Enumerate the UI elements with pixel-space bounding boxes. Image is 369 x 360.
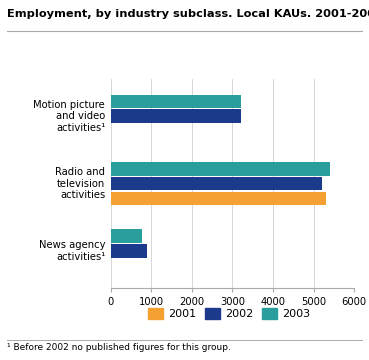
Bar [111,162,330,176]
Text: ¹ Before 2002 no published figures for this group.: ¹ Before 2002 no published figures for t… [7,343,231,352]
Bar [111,229,142,243]
Bar [111,109,241,123]
Text: Employment, by industry subclass. Local KAUs. 2001-2003: Employment, by industry subclass. Local … [7,9,369,19]
Bar [111,177,322,190]
Legend: 2001, 2002, 2003: 2001, 2002, 2003 [143,304,314,324]
Bar [111,244,147,258]
Bar [111,95,241,108]
Bar [111,192,326,205]
